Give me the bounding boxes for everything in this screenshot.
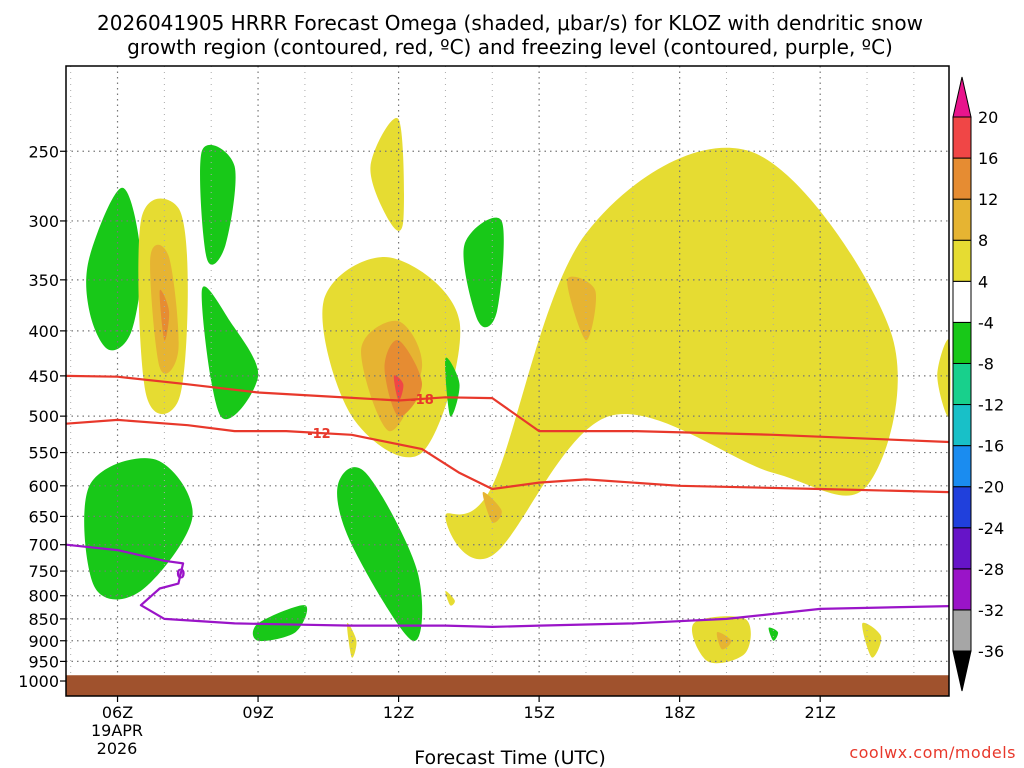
colorbar-label-6: -12 xyxy=(978,396,1004,415)
contour-label-0: -18 xyxy=(410,393,434,408)
omega-region-22 xyxy=(445,590,455,606)
chart-title-line-1: 2026041905 HRRR Forecast Omega (shaded, … xyxy=(97,11,923,35)
colorbar-band-11 xyxy=(952,157,972,200)
omega-region-10 xyxy=(393,375,404,401)
colorbar-under-arrow xyxy=(952,650,972,692)
y-axis-ticks: 250 300 350 400 450 500 550 600 650 700 750 800 850 9… xyxy=(18,142,66,691)
colorbar-label-13: 20 xyxy=(978,108,998,127)
omega-region-14 xyxy=(445,147,898,560)
colorbar-band-9 xyxy=(952,239,972,282)
colorbar-band-10 xyxy=(952,198,972,241)
colorbar-label-8: -4 xyxy=(978,313,994,332)
contour-line-0 xyxy=(65,374,950,444)
x-axis-ticks: 06Z 09Z 12Z 15Z 18Z 21Z xyxy=(102,696,836,722)
omega-region-16 xyxy=(482,491,502,523)
colorbar-label-10: 8 xyxy=(978,231,988,250)
y-tick-label-800: 800 xyxy=(28,587,59,606)
x-tick-label-21Z: 21Z xyxy=(805,703,836,722)
colorbar-label-12: 16 xyxy=(978,149,998,168)
colorbar-label-9: 4 xyxy=(978,272,988,291)
colorbar-label-3: -24 xyxy=(978,519,1004,538)
colorbar-over-arrow xyxy=(952,76,972,118)
omega-region-18 xyxy=(84,458,193,600)
colorbar-band-4 xyxy=(952,445,972,488)
colorbar-band-5 xyxy=(952,404,972,447)
omega-region-11 xyxy=(370,118,404,231)
credit-text: coolwx.com/models xyxy=(849,743,1016,762)
plot-area: -18 -12 0 xyxy=(65,65,951,697)
x-tick-label-18Z: 18Z xyxy=(664,703,695,722)
omega-region-12 xyxy=(463,217,504,328)
colorbar-band-0 xyxy=(952,609,972,652)
y-tick-label-750: 750 xyxy=(28,562,59,581)
y-tick-label-650: 650 xyxy=(28,507,59,526)
colorbar-label-5: -16 xyxy=(978,437,1004,456)
colorbar-label-4: -20 xyxy=(978,478,1004,497)
contour-lines: -18 -12 0 xyxy=(65,374,950,628)
omega-region-13 xyxy=(445,357,460,417)
colorbar-band-6 xyxy=(952,362,972,406)
contour-line-2 xyxy=(65,543,950,628)
colorbar-band-12 xyxy=(952,116,972,159)
omega-region-5 xyxy=(200,144,236,265)
y-tick-label-400: 400 xyxy=(28,322,59,341)
contour-label-2: 0 xyxy=(176,567,185,582)
contour-label-1: -12 xyxy=(307,427,331,442)
omega-shaded-regions xyxy=(84,118,951,664)
x-tick-label-09Z: 09Z xyxy=(242,703,273,722)
x-tick-label-06Z: 06Z xyxy=(102,703,133,722)
x-tick-label-12Z: 12Z xyxy=(383,703,414,722)
omega-region-9 xyxy=(384,339,422,417)
omega-region-25 xyxy=(768,627,779,641)
y-tick-label-450: 450 xyxy=(28,367,59,386)
y-tick-label-1000: 1000 xyxy=(18,672,59,691)
y-tick-label-250: 250 xyxy=(28,142,59,161)
x-axis-label: Forecast Time (UTC) xyxy=(414,747,605,768)
y-tick-label-350: 350 xyxy=(28,271,59,290)
y-tick-label-550: 550 xyxy=(28,444,59,463)
colorbar-label-7: -8 xyxy=(978,354,994,373)
omega-region-4 xyxy=(159,289,170,341)
y-tick-label-300: 300 xyxy=(28,212,59,231)
date-label-year: 2026 xyxy=(97,739,138,758)
y-tick-label-700: 700 xyxy=(28,536,59,555)
chart-title-line-2: growth region (contoured, red, ºC) and f… xyxy=(127,35,893,59)
omega-region-1 xyxy=(86,187,142,351)
colorbar-band-2 xyxy=(952,527,972,570)
colorbar-label-1: -32 xyxy=(978,601,1004,620)
colorbar-band-3 xyxy=(952,486,972,529)
contour-line-1 xyxy=(65,418,950,494)
omega-region-6 xyxy=(201,286,259,420)
omega-region-21 xyxy=(346,623,357,658)
y-tick-label-600: 600 xyxy=(28,477,59,496)
omega-region-15 xyxy=(567,276,597,341)
x-tick-label-15Z: 15Z xyxy=(523,703,554,722)
y-tick-label-900: 900 xyxy=(28,632,59,651)
colorbar: -36 -32 -28 -24 -20 -16 -12 -8 -4 4 8 12 16 20 xyxy=(952,76,1004,692)
omega-region-27 xyxy=(937,339,951,417)
colorbar-band-1 xyxy=(952,568,972,611)
colorbar-band-7 xyxy=(952,321,972,364)
date-label-day: 19APR xyxy=(91,721,143,740)
colorbar-band-8 xyxy=(952,280,972,323)
omega-region-20 xyxy=(252,605,308,642)
colorbar-label-2: -28 xyxy=(978,560,1004,579)
y-tick-label-850: 850 xyxy=(28,610,59,629)
colorbar-label-0: -36 xyxy=(978,642,1004,661)
surface-terrain xyxy=(66,675,949,696)
y-tick-label-500: 500 xyxy=(28,407,59,426)
y-tick-label-950: 950 xyxy=(28,652,59,671)
omega-region-24 xyxy=(716,632,732,650)
omega-region-19 xyxy=(337,467,423,642)
colorbar-label-11: 12 xyxy=(978,190,998,209)
plot-border xyxy=(65,65,950,697)
omega-region-26 xyxy=(862,622,882,658)
